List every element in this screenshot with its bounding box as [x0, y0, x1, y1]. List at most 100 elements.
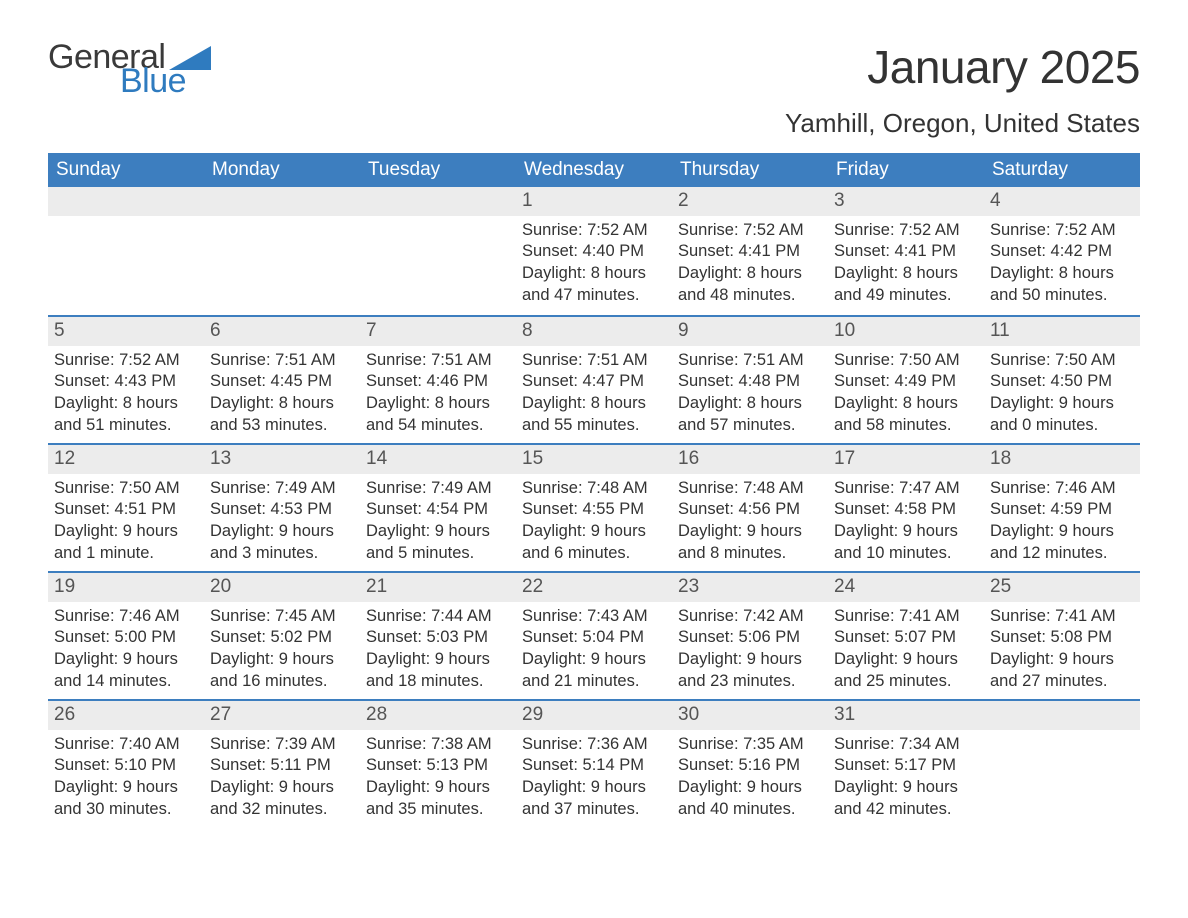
calendar-day-cell: 31Sunrise: 7:34 AMSunset: 5:17 PMDayligh… — [828, 699, 984, 827]
day-number-bar: 15 — [516, 443, 672, 474]
day-detail: Sunrise: 7:50 AMSunset: 4:50 PMDaylight:… — [984, 346, 1140, 437]
day-number-bar: 29 — [516, 699, 672, 730]
day-number-bar: 23 — [672, 571, 828, 602]
day-header: Monday — [204, 153, 360, 187]
calendar-day-cell: 7Sunrise: 7:51 AMSunset: 4:46 PMDaylight… — [360, 315, 516, 443]
day-number-bar: 20 — [204, 571, 360, 602]
day-detail: Sunrise: 7:52 AMSunset: 4:43 PMDaylight:… — [48, 346, 204, 437]
day-number-bar-empty — [360, 187, 516, 216]
day-header: Thursday — [672, 153, 828, 187]
day-detail: Sunrise: 7:39 AMSunset: 5:11 PMDaylight:… — [204, 730, 360, 821]
calendar-day-cell: 3Sunrise: 7:52 AMSunset: 4:41 PMDaylight… — [828, 187, 984, 315]
calendar-day-cell — [48, 187, 204, 315]
calendar-day-cell: 25Sunrise: 7:41 AMSunset: 5:08 PMDayligh… — [984, 571, 1140, 699]
day-number-bar: 16 — [672, 443, 828, 474]
calendar-week-row: 1Sunrise: 7:52 AMSunset: 4:40 PMDaylight… — [48, 187, 1140, 315]
day-number-bar: 14 — [360, 443, 516, 474]
calendar-day-cell: 27Sunrise: 7:39 AMSunset: 5:11 PMDayligh… — [204, 699, 360, 827]
day-detail: Sunrise: 7:38 AMSunset: 5:13 PMDaylight:… — [360, 730, 516, 821]
day-detail: Sunrise: 7:51 AMSunset: 4:46 PMDaylight:… — [360, 346, 516, 437]
day-detail: Sunrise: 7:52 AMSunset: 4:41 PMDaylight:… — [828, 216, 984, 307]
calendar-day-cell: 6Sunrise: 7:51 AMSunset: 4:45 PMDaylight… — [204, 315, 360, 443]
calendar-day-cell — [360, 187, 516, 315]
day-detail: Sunrise: 7:36 AMSunset: 5:14 PMDaylight:… — [516, 730, 672, 821]
location-text: Yamhill, Oregon, United States — [785, 108, 1140, 139]
day-detail: Sunrise: 7:51 AMSunset: 4:48 PMDaylight:… — [672, 346, 828, 437]
day-detail: Sunrise: 7:50 AMSunset: 4:51 PMDaylight:… — [48, 474, 204, 565]
calendar-day-cell: 16Sunrise: 7:48 AMSunset: 4:56 PMDayligh… — [672, 443, 828, 571]
calendar-day-cell: 17Sunrise: 7:47 AMSunset: 4:58 PMDayligh… — [828, 443, 984, 571]
calendar-day-cell: 19Sunrise: 7:46 AMSunset: 5:00 PMDayligh… — [48, 571, 204, 699]
day-number-bar: 25 — [984, 571, 1140, 602]
day-number-bar: 10 — [828, 315, 984, 346]
calendar-day-cell: 12Sunrise: 7:50 AMSunset: 4:51 PMDayligh… — [48, 443, 204, 571]
day-detail: Sunrise: 7:46 AMSunset: 5:00 PMDaylight:… — [48, 602, 204, 693]
day-detail: Sunrise: 7:41 AMSunset: 5:08 PMDaylight:… — [984, 602, 1140, 693]
day-detail: Sunrise: 7:51 AMSunset: 4:47 PMDaylight:… — [516, 346, 672, 437]
day-number-bar: 19 — [48, 571, 204, 602]
calendar-day-cell: 18Sunrise: 7:46 AMSunset: 4:59 PMDayligh… — [984, 443, 1140, 571]
day-number-bar: 5 — [48, 315, 204, 346]
day-header: Tuesday — [360, 153, 516, 187]
day-detail: Sunrise: 7:43 AMSunset: 5:04 PMDaylight:… — [516, 602, 672, 693]
day-detail: Sunrise: 7:49 AMSunset: 4:53 PMDaylight:… — [204, 474, 360, 565]
calendar-week-row: 12Sunrise: 7:50 AMSunset: 4:51 PMDayligh… — [48, 443, 1140, 571]
calendar-day-cell: 2Sunrise: 7:52 AMSunset: 4:41 PMDaylight… — [672, 187, 828, 315]
calendar-week-row: 26Sunrise: 7:40 AMSunset: 5:10 PMDayligh… — [48, 699, 1140, 827]
day-detail: Sunrise: 7:48 AMSunset: 4:55 PMDaylight:… — [516, 474, 672, 565]
header-bar: General Blue January 2025 Yamhill, Orego… — [48, 40, 1140, 139]
day-number-bar-empty — [48, 187, 204, 216]
calendar-day-cell: 4Sunrise: 7:52 AMSunset: 4:42 PMDaylight… — [984, 187, 1140, 315]
day-header: Friday — [828, 153, 984, 187]
day-number-bar: 18 — [984, 443, 1140, 474]
calendar-day-cell: 11Sunrise: 7:50 AMSunset: 4:50 PMDayligh… — [984, 315, 1140, 443]
day-header: Sunday — [48, 153, 204, 187]
day-detail: Sunrise: 7:34 AMSunset: 5:17 PMDaylight:… — [828, 730, 984, 821]
day-detail: Sunrise: 7:41 AMSunset: 5:07 PMDaylight:… — [828, 602, 984, 693]
day-detail: Sunrise: 7:52 AMSunset: 4:42 PMDaylight:… — [984, 216, 1140, 307]
calendar-day-cell: 13Sunrise: 7:49 AMSunset: 4:53 PMDayligh… — [204, 443, 360, 571]
calendar-day-cell: 22Sunrise: 7:43 AMSunset: 5:04 PMDayligh… — [516, 571, 672, 699]
day-number-bar-empty — [204, 187, 360, 216]
day-number-bar: 7 — [360, 315, 516, 346]
calendar-day-cell: 23Sunrise: 7:42 AMSunset: 5:06 PMDayligh… — [672, 571, 828, 699]
day-number-bar: 11 — [984, 315, 1140, 346]
day-detail: Sunrise: 7:50 AMSunset: 4:49 PMDaylight:… — [828, 346, 984, 437]
day-number-bar: 8 — [516, 315, 672, 346]
logo: General Blue — [48, 40, 211, 98]
calendar-day-cell: 15Sunrise: 7:48 AMSunset: 4:55 PMDayligh… — [516, 443, 672, 571]
calendar-day-cell: 9Sunrise: 7:51 AMSunset: 4:48 PMDaylight… — [672, 315, 828, 443]
calendar-day-cell: 30Sunrise: 7:35 AMSunset: 5:16 PMDayligh… — [672, 699, 828, 827]
day-number-bar: 30 — [672, 699, 828, 730]
calendar-day-cell: 14Sunrise: 7:49 AMSunset: 4:54 PMDayligh… — [360, 443, 516, 571]
day-detail: Sunrise: 7:42 AMSunset: 5:06 PMDaylight:… — [672, 602, 828, 693]
day-detail: Sunrise: 7:40 AMSunset: 5:10 PMDaylight:… — [48, 730, 204, 821]
day-number-bar: 17 — [828, 443, 984, 474]
day-number-bar: 1 — [516, 187, 672, 216]
day-detail: Sunrise: 7:45 AMSunset: 5:02 PMDaylight:… — [204, 602, 360, 693]
calendar-day-cell: 1Sunrise: 7:52 AMSunset: 4:40 PMDaylight… — [516, 187, 672, 315]
day-number-bar: 27 — [204, 699, 360, 730]
day-number-bar: 31 — [828, 699, 984, 730]
calendar-day-cell: 5Sunrise: 7:52 AMSunset: 4:43 PMDaylight… — [48, 315, 204, 443]
day-number-bar: 4 — [984, 187, 1140, 216]
calendar-table: SundayMondayTuesdayWednesdayThursdayFrid… — [48, 153, 1140, 827]
calendar-header-row: SundayMondayTuesdayWednesdayThursdayFrid… — [48, 153, 1140, 187]
calendar-day-cell: 10Sunrise: 7:50 AMSunset: 4:49 PMDayligh… — [828, 315, 984, 443]
calendar-day-cell: 21Sunrise: 7:44 AMSunset: 5:03 PMDayligh… — [360, 571, 516, 699]
title-block: January 2025 Yamhill, Oregon, United Sta… — [785, 40, 1140, 139]
day-detail: Sunrise: 7:52 AMSunset: 4:40 PMDaylight:… — [516, 216, 672, 307]
day-number-bar-empty — [984, 699, 1140, 730]
calendar-day-cell — [204, 187, 360, 315]
day-number-bar: 6 — [204, 315, 360, 346]
day-header: Saturday — [984, 153, 1140, 187]
day-detail: Sunrise: 7:46 AMSunset: 4:59 PMDaylight:… — [984, 474, 1140, 565]
day-detail: Sunrise: 7:47 AMSunset: 4:58 PMDaylight:… — [828, 474, 984, 565]
calendar-day-cell: 24Sunrise: 7:41 AMSunset: 5:07 PMDayligh… — [828, 571, 984, 699]
day-detail: Sunrise: 7:35 AMSunset: 5:16 PMDaylight:… — [672, 730, 828, 821]
day-number-bar: 9 — [672, 315, 828, 346]
calendar-week-row: 19Sunrise: 7:46 AMSunset: 5:00 PMDayligh… — [48, 571, 1140, 699]
day-detail: Sunrise: 7:48 AMSunset: 4:56 PMDaylight:… — [672, 474, 828, 565]
calendar-day-cell: 29Sunrise: 7:36 AMSunset: 5:14 PMDayligh… — [516, 699, 672, 827]
day-detail: Sunrise: 7:51 AMSunset: 4:45 PMDaylight:… — [204, 346, 360, 437]
